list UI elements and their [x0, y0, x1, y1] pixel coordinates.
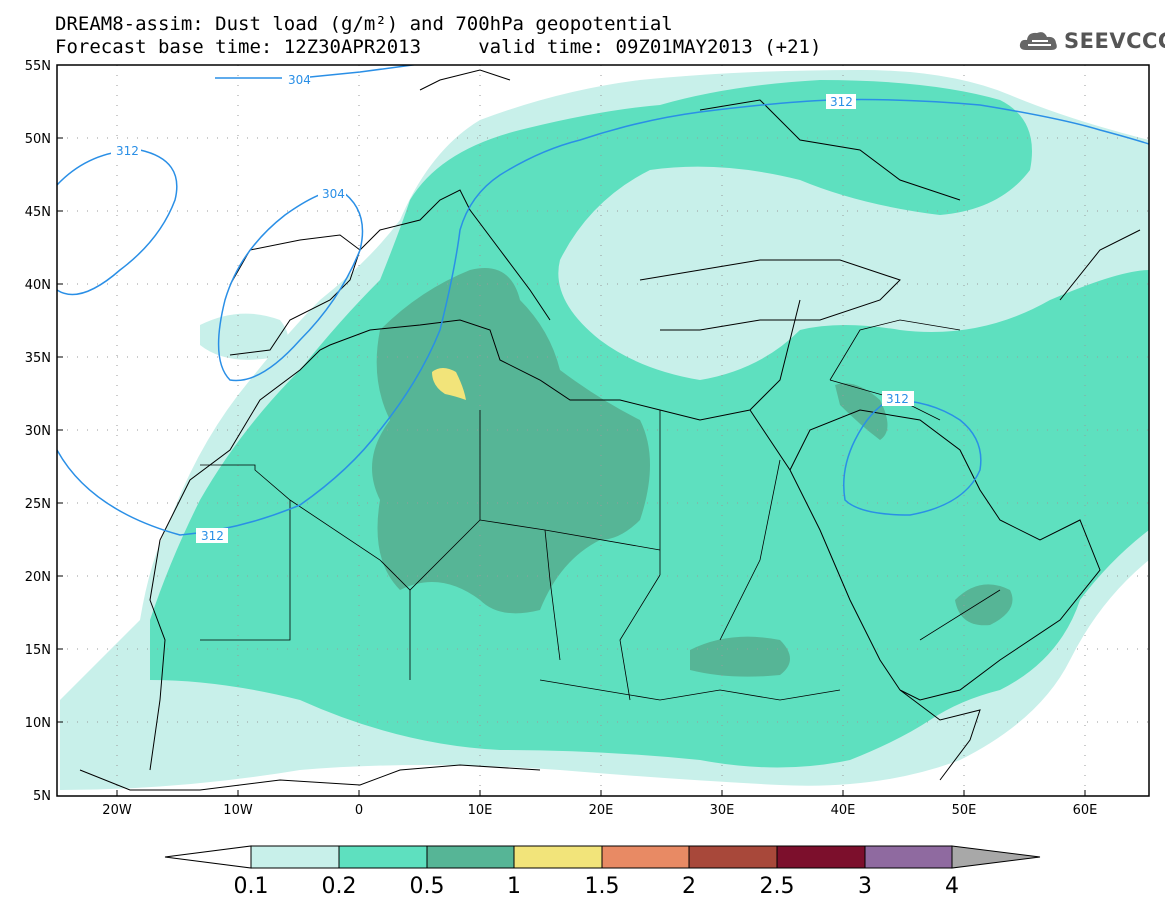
contour-312-main [57, 98, 1149, 536]
contour-label: 312 [886, 392, 909, 406]
colorbar-label: 0.2 [322, 874, 357, 899]
colorbar-upper-arrow [951, 845, 1041, 869]
contour-label-box [282, 72, 310, 87]
lat-label: 30N [25, 424, 51, 439]
lon-label: 60E [1073, 803, 1098, 818]
contour-label: 312 [116, 144, 139, 158]
lat-label: 45N [25, 205, 51, 220]
dust-region-medium [150, 80, 1149, 768]
longitude-labels: 20W 10W 0 10E 20E 30E 40E 50E 60E [102, 803, 1097, 818]
colorbar-lower-arrow [164, 845, 252, 869]
lat-label: 35N [25, 351, 51, 366]
country-borders [200, 319, 1001, 701]
colorbar-label: 2 [682, 874, 696, 899]
colorbar-segment [250, 845, 340, 869]
colorbar-label: 1 [507, 874, 521, 899]
graticule [57, 65, 1149, 796]
lon-label: 20E [589, 803, 614, 818]
contour-label-box [318, 186, 346, 201]
axis-ticks [57, 137, 1086, 796]
dust-region-high [432, 368, 466, 400]
dust-region-dark-iraq [835, 383, 888, 440]
lon-label: 30E [710, 803, 735, 818]
contour-label: 304 [288, 73, 311, 87]
cloud-logo-icon [1019, 32, 1057, 50]
colorbar-labels: 0.1 0.2 0.5 1 1.5 2 2.5 3 4 [234, 874, 960, 899]
colorbar-label: 4 [945, 874, 959, 899]
colorbar-label: 3 [858, 874, 872, 899]
lat-label: 20N [25, 570, 51, 585]
forecast-times: Forecast base time: 12Z30APR2013 valid t… [55, 36, 822, 58]
contour-304-iberia [217, 189, 364, 382]
contour-label: 312 [201, 529, 224, 543]
colorbar-segment [601, 845, 690, 869]
lon-label: 40E [831, 803, 856, 818]
dust-region-dark-arabia [955, 584, 1013, 626]
colorbar-label: 0.5 [410, 874, 445, 899]
logo-text: SEEVCCC [1064, 29, 1165, 53]
lon-label: 0 [355, 803, 363, 818]
lat-label: 50N [25, 132, 51, 147]
dust-region-dark-north-africa [372, 268, 650, 614]
lat-label: 25N [25, 497, 51, 512]
contour-label: 304 [322, 187, 345, 201]
lat-label: 55N [25, 59, 51, 74]
lat-label: 40N [25, 278, 51, 293]
lon-label: 10W [223, 803, 253, 818]
coastlines [79, 69, 1141, 791]
lat-label: 10N [25, 716, 51, 731]
colorbar-label: 0.1 [234, 874, 269, 899]
lat-label: 15N [25, 643, 51, 658]
lon-label: 20W [102, 803, 132, 818]
contour-labels: 304 312 304 312 312 312 [111, 72, 914, 543]
colorbar-segment [338, 845, 428, 869]
lon-label: 50E [952, 803, 977, 818]
geopotential-contours [57, 65, 1149, 536]
lon-label: 10E [468, 803, 493, 818]
contour-304-north [215, 65, 419, 79]
colorbar-segment [688, 845, 778, 869]
colorbar-label: 1.5 [585, 874, 620, 899]
dust-region-light-iberia [200, 313, 288, 360]
contour-label-box [826, 94, 856, 109]
colorbar-segment [776, 845, 866, 869]
lat-label: 5N [33, 789, 51, 804]
colorbar-segment [426, 845, 515, 869]
colorbar-segment [513, 845, 603, 869]
latitude-labels: 55N 50N 45N 40N 35N 30N 25N 20N 15N 10N … [25, 59, 51, 804]
contour-label-box [111, 144, 141, 158]
map-content [57, 65, 1149, 796]
map-title: DREAM8-assim: Dust load (g/m²) and 700hP… [55, 13, 673, 35]
contour-312-arabia [843, 399, 982, 516]
colorbar-segment [864, 845, 953, 869]
contour-label: 312 [830, 95, 853, 109]
contour-label-box [196, 528, 228, 543]
colorbar [164, 845, 1041, 869]
contour-label-box [882, 391, 914, 406]
dust-region-dark-sudan [690, 636, 790, 677]
seevccc-logo: SEEVCCC [1018, 28, 1165, 54]
colorbar-label: 2.5 [760, 874, 795, 899]
contour-312-atlantic [57, 149, 178, 296]
